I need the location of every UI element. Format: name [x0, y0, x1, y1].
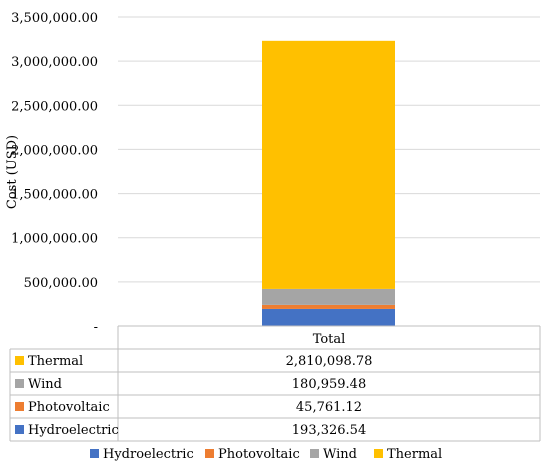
table-value: 2,810,098.78: [286, 354, 373, 369]
y-tick-label: 1,500,000.00: [11, 188, 98, 203]
table-legend-key: [15, 379, 24, 388]
y-axis-label: Cost (USD): [5, 135, 20, 209]
bars: [262, 40, 395, 326]
y-tick-label: 2,000,000.00: [11, 143, 98, 158]
table-series-name: Thermal: [28, 354, 83, 369]
legend-key: [90, 449, 99, 458]
x-category-label: Total: [313, 332, 346, 347]
bar-segment-thermal: [262, 40, 395, 289]
y-tick-label: 3,500,000.00: [11, 11, 98, 26]
legend-label: Thermal: [387, 447, 442, 462]
bar-segment-photovoltaic: [262, 304, 395, 309]
y-axis-ticks: - 500,000.00 1,000,000.00 1,500,000.00 2,000…: [11, 11, 98, 335]
data-table: Total Thermal 2,810,098.78 Wind 180,959.48 Ph…: [9, 325, 541, 442]
table-value: 193,326.54: [292, 423, 366, 438]
table-series-name: Wind: [28, 377, 62, 392]
table-legend-key: [15, 402, 24, 411]
table-series-name: Hydroelectric: [28, 423, 119, 438]
legend-label: Photovoltaic: [218, 447, 300, 462]
legend-key: [374, 449, 383, 458]
table-series-name: Photovoltaic: [28, 400, 110, 415]
y-tick-label: 3,000,000.00: [11, 55, 98, 70]
table-value: 180,959.48: [292, 377, 366, 392]
legend: Hydroelectric Photovoltaic Wind Thermal: [90, 447, 442, 462]
y-tick-label: -: [94, 320, 98, 335]
table-value: 45,761.12: [296, 400, 362, 415]
bar-segment-hydroelectric: [262, 308, 395, 326]
bar-segment-wind: [262, 288, 395, 305]
legend-key: [310, 449, 319, 458]
legend-label: Wind: [323, 447, 357, 462]
table-legend-key: [15, 425, 24, 434]
legend-key: [205, 449, 214, 458]
y-tick-label: 1,000,000.00: [11, 232, 98, 247]
y-tick-label: 500,000.00: [24, 276, 98, 291]
table-legend-key: [15, 356, 24, 365]
y-tick-label: 2,500,000.00: [11, 99, 98, 114]
legend-label: Hydroelectric: [103, 447, 194, 462]
